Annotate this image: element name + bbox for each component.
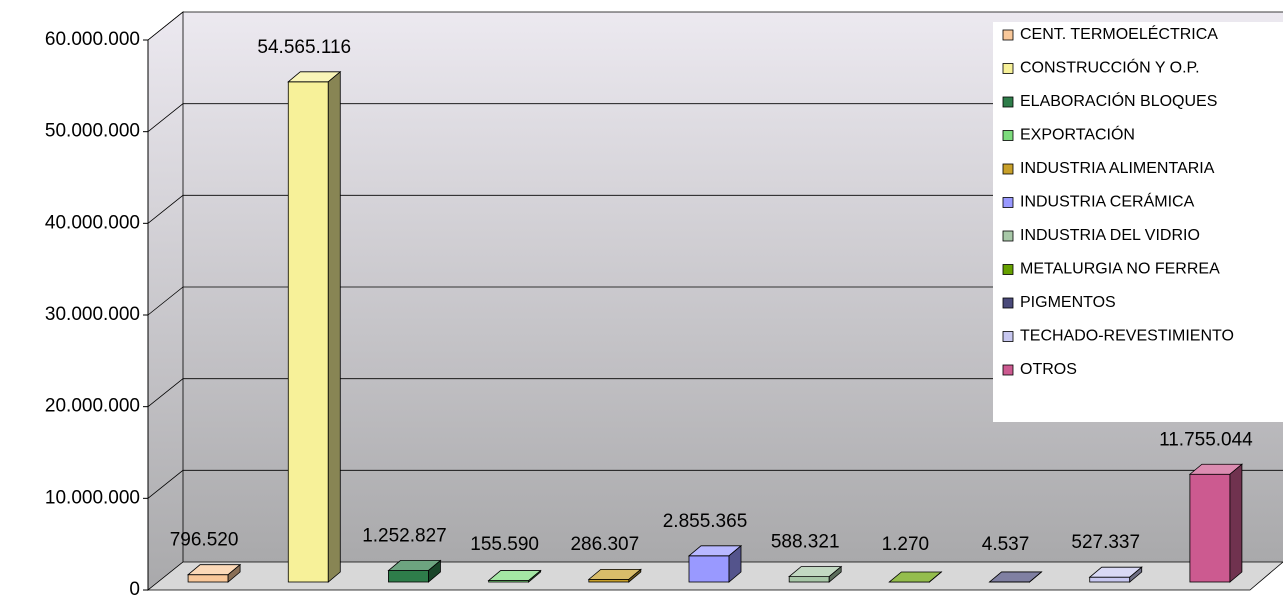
- grid-line: [147, 469, 1283, 499]
- legend-label: EXPORTACIÓN: [1020, 125, 1135, 144]
- legend: [993, 22, 1283, 422]
- bar-side: [327, 70, 341, 583]
- legend-swatch: [1002, 197, 1014, 208]
- legend-label: ELABORACIÓN BLOQUES: [1020, 91, 1217, 110]
- y-tick-label: 0: [129, 579, 140, 595]
- y-tick-label: 50.000.000: [45, 121, 140, 142]
- legend-label: METALURGIA NO FERREA: [1020, 261, 1220, 278]
- value-label: 1.252.827: [362, 526, 447, 547]
- value-label: 2.855.365: [663, 511, 748, 532]
- grid-line: [147, 378, 1283, 407]
- bar-side: [1229, 463, 1243, 583]
- value-label: 1.270: [882, 534, 930, 555]
- legend-swatch: [1002, 297, 1014, 309]
- legend-swatch: [1002, 230, 1014, 242]
- bar-side: [528, 569, 542, 583]
- bar-side: [628, 568, 642, 583]
- legend-swatch: [1002, 130, 1014, 141]
- bar-side: [728, 544, 742, 583]
- value-label: 588.321: [771, 532, 840, 553]
- bar-front: [187, 574, 229, 583]
- legend-label: TECHADO-REVESTIMIENTO: [1020, 328, 1234, 345]
- value-label: 796.520: [170, 530, 239, 551]
- legend-label: CENT. TERMOELÉCTRICA: [1020, 24, 1218, 43]
- bar-front: [1089, 576, 1131, 583]
- legend-label: INDUSTRIA ALIMENTARIA: [1020, 160, 1215, 177]
- y-tick-label: 30.000.000: [45, 304, 140, 325]
- grid-line: [147, 194, 1283, 224]
- legend-swatch: [1002, 29, 1014, 41]
- grid-line: [147, 103, 1283, 132]
- legend-label: PIGMENTOS: [1020, 294, 1116, 311]
- value-label: 11.755.044: [1159, 429, 1253, 450]
- legend-swatch: [1002, 364, 1014, 376]
- legend-label: INDUSTRIA DEL VIDRIO: [1020, 227, 1200, 244]
- value-label: 54.565.116: [257, 37, 351, 58]
- legend-label: INDUSTRIA CERÁMICA: [1020, 192, 1195, 211]
- bars: [186, 70, 1244, 583]
- bar-front: [688, 555, 730, 583]
- legend-label: CONSTRUCCIÓN Y O.P.: [1020, 58, 1200, 77]
- legend-swatch: [1002, 264, 1014, 275]
- bar-front: [788, 576, 830, 583]
- legend-swatch: [1002, 331, 1014, 342]
- bar-side: [1129, 566, 1143, 583]
- value-label: 155.590: [470, 534, 539, 555]
- y-tick-label: 40.000.000: [45, 212, 140, 233]
- legend-swatch: [1002, 63, 1014, 74]
- y-tick-label: 10.000.000: [45, 487, 140, 508]
- bar-side: [1029, 571, 1042, 583]
- y-tick-label: 60.000.000: [45, 29, 140, 50]
- legend-label: OTROS: [1020, 361, 1077, 378]
- value-label: 527.337: [1071, 532, 1140, 553]
- bar-front: [1189, 473, 1231, 583]
- bar-side: [928, 571, 942, 583]
- bar-front: [287, 81, 329, 583]
- grid-line: [147, 11, 1283, 41]
- bar-side: [428, 559, 441, 583]
- bar-side: [828, 565, 842, 583]
- bar-side: [227, 563, 241, 583]
- y-tick-label: 20.000.000: [45, 396, 140, 417]
- grid-line: [147, 286, 1283, 316]
- legend-swatch: [1002, 96, 1014, 108]
- bar-front: [388, 570, 429, 583]
- value-label: 4.537: [982, 534, 1030, 555]
- grid: [143, 11, 1283, 591]
- legend-swatch: [1002, 163, 1014, 175]
- value-label: 286.307: [570, 534, 639, 555]
